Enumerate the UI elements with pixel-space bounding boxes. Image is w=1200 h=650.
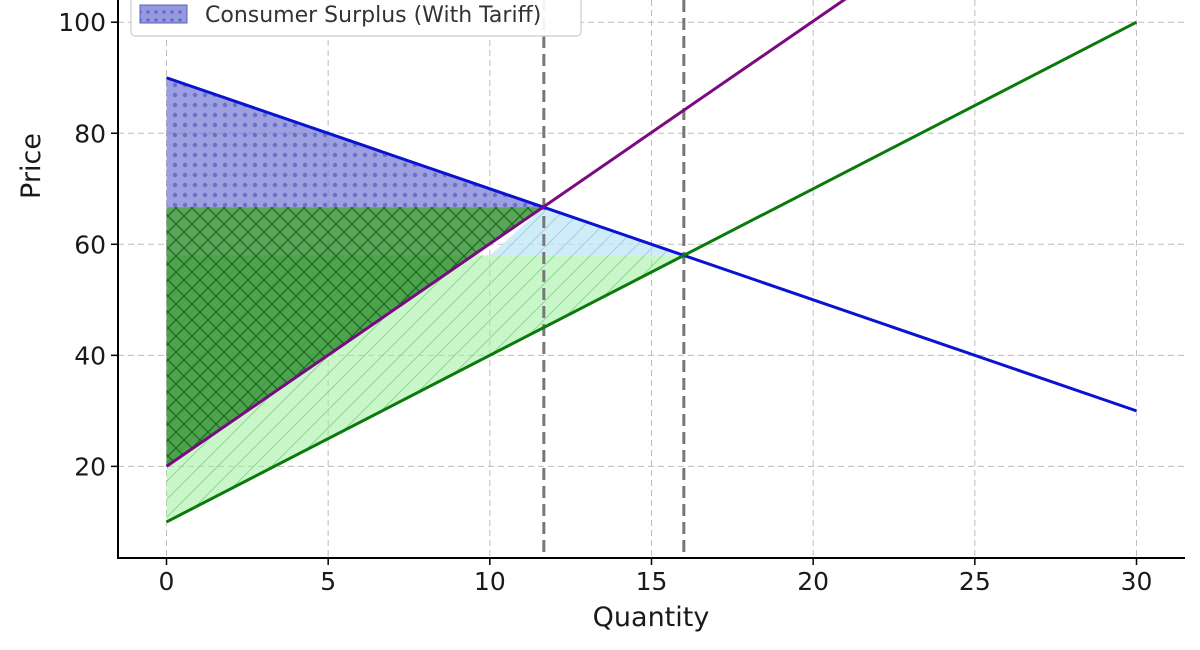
legend: Consumer Surplus (With Tariff) [130, 0, 582, 37]
x-tick-label: 30 [1121, 567, 1153, 596]
legend-frame [130, 0, 582, 37]
series-line-supply-with-tariff [165, 0, 847, 468]
series-line-demand [166, 76, 1137, 413]
y-tick-label: 80 [74, 119, 106, 148]
region-pattern-cs-free-trade [489, 207, 684, 256]
legend-entry-label: Consumer Surplus (With Tariff) [205, 3, 541, 28]
curves [165, 0, 1138, 524]
x-tick-label: 5 [320, 567, 336, 596]
x-tick-label: 25 [959, 567, 991, 596]
y-tick-label: 20 [74, 452, 106, 481]
y-tick-label: 40 [74, 341, 106, 370]
y-tick-label: 100 [58, 8, 106, 37]
x-tick-label: 10 [474, 567, 506, 596]
reference-lines [542, 0, 686, 558]
x-tick-label: 0 [159, 567, 175, 596]
x-axis-label: Quantity [593, 602, 710, 633]
tick-labels: 0 5 10 15 20 25 30 20 40 60 80 100 [58, 8, 1152, 596]
surplus-regions [166, 77, 684, 522]
y-tick-label: 60 [74, 230, 106, 259]
series-line-supply [165, 20, 1138, 524]
legend-swatch-pattern [140, 5, 187, 23]
y-axis-label: Price [16, 133, 47, 199]
x-tick-label: 15 [636, 567, 668, 596]
x-tick-label: 20 [797, 567, 829, 596]
